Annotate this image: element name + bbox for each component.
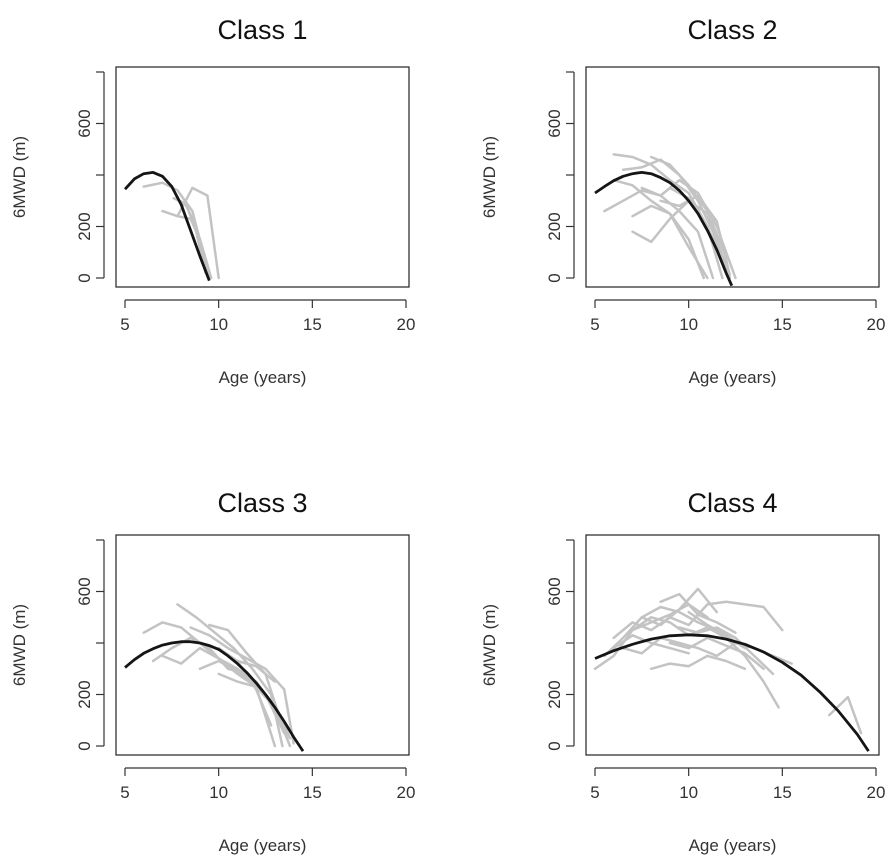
x-tick-label: 5 [120,315,129,334]
individual-trajectory [161,186,220,280]
plot-area [594,153,737,287]
y-tick-label: 0 [545,273,564,282]
y-tick-label: 600 [75,109,94,137]
y-tick-label: 200 [545,212,564,240]
panel-title: Class 1 [217,15,307,45]
y-tick-label: 600 [545,577,564,605]
plot-area [123,170,220,282]
y-tick-label: 600 [75,577,94,605]
x-tick-label: 20 [397,783,416,802]
individual-trajectory [659,194,732,277]
panel-title: Class 4 [687,488,777,518]
y-axis-label: 6MWD (m) [10,604,29,686]
mean-trajectory [594,633,870,752]
individual-trajectory [631,199,728,275]
y-tick-label: 0 [75,273,94,282]
x-tick-label: 20 [397,315,416,334]
plot-frame [115,66,410,288]
mean-trajectory [123,170,211,282]
y-tick-label: 200 [75,680,94,708]
individual-trajectory [678,626,775,676]
x-axis-label: Age (years) [689,836,777,855]
individual-trajectory [612,178,709,280]
chart-panel-1: Class 1 5 10 15 20 Age (years) 0 200 600 6MWD (m) [10,15,415,387]
x-tick-label: 5 [120,783,129,802]
x-tick-label: 15 [773,783,792,802]
x-tick-label: 15 [303,783,322,802]
y-axis-label: 6MWD (m) [10,136,29,218]
mean-trajectory [124,640,305,752]
y-axis-label: 6MWD (m) [480,604,499,686]
y-tick-label: 200 [75,212,94,240]
x-axis-label: Age (years) [219,368,307,387]
chart-panel-3: Class 3 5 10 15 20 Age (years) 0 200 600 6MWD (m) [10,488,415,855]
x-tick-label: 5 [590,315,599,334]
x-tick-label: 15 [303,315,322,334]
individual-trajectory [208,623,282,722]
y-tick-label: 200 [545,680,564,708]
individual-trajectory [649,654,747,671]
x-axis-label: Age (years) [219,836,307,855]
y-tick-label: 0 [545,741,564,750]
plot-frame [585,66,880,288]
x-tick-label: 10 [679,315,698,334]
y-axis-label: 6MWD (m) [480,136,499,218]
x-tick-label: 10 [209,315,228,334]
x-axis-label: Age (years) [689,368,777,387]
x-tick-label: 5 [590,783,599,802]
chart-panel-4: Class 4 5 10 15 20 Age (years) 0 200 600 6MWD (m) [480,488,885,855]
x-tick-label: 10 [679,783,698,802]
individual-trajectory [631,204,705,280]
x-tick-label: 20 [867,783,886,802]
panel-title: Class 2 [687,15,777,45]
mean-trajectory [594,170,734,287]
chart-panel-2: Class 2 5 10 15 20 Age (years) 0 200 600 6MWD (m) [480,15,885,387]
panel-title: Class 3 [217,488,307,518]
x-tick-label: 20 [867,315,886,334]
plot-area [593,587,870,752]
plot-area [124,603,305,752]
individual-trajectory [659,592,737,634]
x-tick-label: 10 [209,783,228,802]
y-tick-label: 600 [545,109,564,137]
plot-frame [115,534,410,756]
individual-trajectory [668,636,765,671]
plot-frame [585,534,880,756]
individual-trajectory [189,626,295,745]
x-tick-label: 15 [773,315,792,334]
y-tick-label: 0 [75,741,94,750]
individual-trajectory [827,695,863,735]
individual-trajectory [612,634,690,655]
individual-trajectory [649,155,728,259]
